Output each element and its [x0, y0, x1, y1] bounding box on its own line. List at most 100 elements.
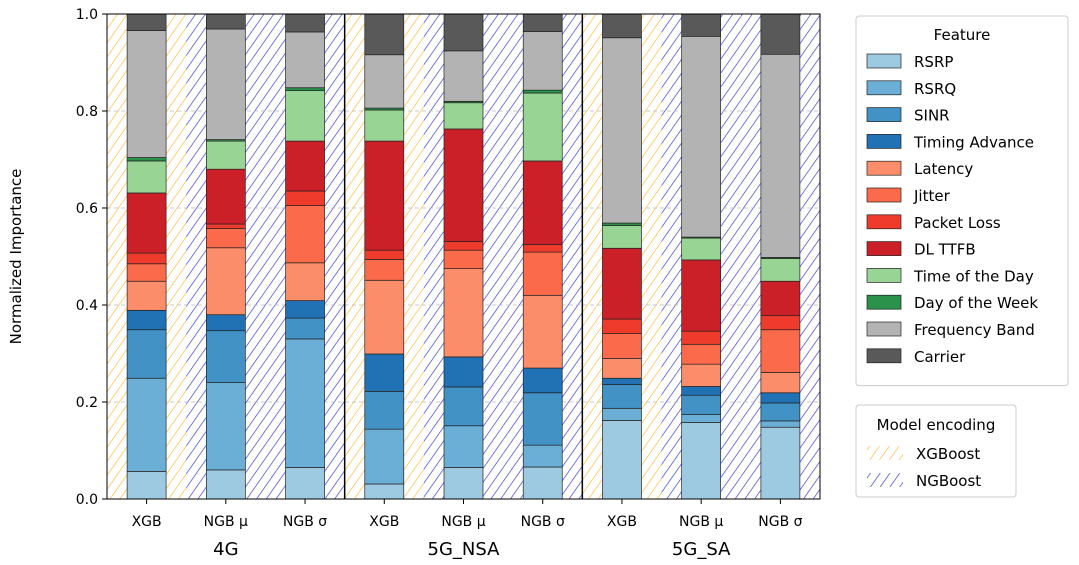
legend-model-items: XGBoost NGBoost: [867, 445, 981, 490]
x-tick-label-8: NGB σ: [758, 514, 802, 530]
y-axis-label: Normalized Importance: [7, 169, 25, 345]
bar-segment-8-packet-loss: [760, 315, 801, 331]
bar-segment-5-frequency-band: [522, 31, 563, 91]
bar-segment-3-sinr: [364, 390, 405, 430]
bar-segment-6-rsrq: [602, 407, 642, 421]
bar-segment-8-dl-ttfb: [760, 280, 801, 317]
bar-segment-2-dl-ttfb: [285, 140, 325, 192]
bar-segment-7-timing-advance: [681, 386, 722, 396]
bar-segment-3-time-of-the-day: [364, 109, 405, 142]
legend-swatch-rsrp: [866, 53, 902, 69]
legend-label-rsrq: RSRQ: [914, 80, 956, 98]
bar-segment-4-packet-loss: [443, 241, 484, 251]
bar-segment-3-jitter: [364, 259, 405, 281]
bar-segment-3-packet-loss: [364, 249, 405, 260]
bar-segment-0-day-of-the-week: [126, 157, 167, 162]
bar-segment-3-carrier: [364, 13, 405, 56]
bar-segment-1-timing-advance: [205, 314, 246, 332]
bar-segment-3-timing-advance: [364, 353, 405, 392]
y-tick-label-1: 0.2: [76, 395, 98, 411]
bar-segment-6-timing-advance: [602, 377, 642, 385]
bar-segment-1-packet-loss: [205, 223, 246, 229]
bar-segment-1-sinr: [205, 330, 246, 383]
bar-segment-2-sinr: [285, 317, 325, 340]
bar-segment-6-sinr: [602, 384, 642, 409]
bar-segment-3-dl-ttfb: [364, 140, 405, 251]
bar-segment-5-timing-advance: [522, 367, 563, 394]
x-tick-label-4: NGB μ: [441, 514, 485, 530]
bar-segment-2-jitter: [285, 205, 325, 264]
bar-segment-5-time-of-the-day: [522, 92, 563, 162]
bar-segment-1-carrier: [205, 13, 246, 30]
bar-segment-2-rsrp: [285, 467, 325, 500]
bar-segment-8-sinr: [760, 402, 801, 422]
bar-segment-1-rsrp: [205, 469, 246, 500]
bar-segment-5-dl-ttfb: [522, 160, 563, 245]
bar-segment-0-frequency-band: [126, 30, 167, 158]
legend-label-ngboost: NGBoost: [916, 472, 981, 490]
x-tick-label-2: NGB σ: [283, 514, 327, 530]
legend-label-sinr: SINR: [914, 107, 950, 125]
legend-swatch-packet-loss: [866, 214, 902, 230]
bar-segment-4-frequency-band: [443, 50, 484, 102]
group-label-1: 5G_NSA: [428, 539, 501, 560]
bar-segment-8-time-of-the-day: [760, 258, 801, 282]
bar-segment-5-rsrp: [522, 466, 563, 500]
bar-segment-6-rsrp: [602, 420, 642, 500]
legend-swatch-rsrq: [866, 80, 902, 96]
bar-segment-0-sinr: [126, 329, 167, 379]
bar-segment-6-dl-ttfb: [602, 247, 642, 320]
bar-segment-6-day-of-the-week: [602, 222, 642, 226]
legend-feature: Feature RSRP RSRQ SINR Timing Advance Latenc…: [855, 15, 1069, 387]
group-separator-layer: [343, 14, 584, 499]
bar-segment-4-latency: [443, 268, 484, 358]
bar-segment-5-jitter: [522, 251, 563, 296]
legend-swatch-latency: [866, 160, 902, 176]
bar-segment-0-rsrp: [126, 471, 167, 500]
legend-label-timing-advance: Timing Advance: [913, 133, 1034, 151]
x-tick-label-0: XGB: [132, 514, 162, 530]
bar-segment-4-rsrp: [443, 467, 484, 500]
bar-segment-4-carrier: [443, 13, 484, 52]
bar-segment-2-latency: [285, 262, 325, 301]
bar-segment-8-rsrq: [760, 420, 801, 428]
legend-label-latency: Latency: [914, 160, 973, 178]
legend-label-time-of-the-day: Time of the Day: [913, 267, 1034, 285]
bar-segment-2-carrier: [285, 13, 325, 33]
x-tick-label-3: XGB: [369, 514, 399, 530]
bar-segment-8-carrier: [760, 13, 801, 55]
legend-label-jitter: Jitter: [913, 187, 951, 205]
x-tick-label-1: NGB μ: [204, 514, 248, 530]
bar-segment-0-timing-advance: [126, 309, 167, 331]
bar-segment-8-jitter: [760, 329, 801, 373]
legend-label-xgboost: XGBoost: [916, 445, 980, 463]
x-tick-label-5: NGB σ: [521, 514, 565, 530]
bar-segment-0-dl-ttfb: [126, 192, 167, 254]
bar-segment-2-day-of-the-week: [285, 87, 325, 91]
bar-segment-5-carrier: [522, 13, 563, 32]
bar-segment-8-rsrp: [760, 426, 801, 500]
bar-segment-5-packet-loss: [522, 244, 563, 253]
legend-swatch-timing-advance: [866, 134, 902, 149]
bar-segment-0-packet-loss: [126, 252, 167, 265]
bar-segment-2-packet-loss: [285, 190, 325, 206]
bar-segment-7-rsrq: [681, 414, 722, 423]
bar-segment-2-timing-advance: [285, 300, 325, 319]
y-tick-label-3: 0.6: [76, 201, 98, 217]
bar-segment-8-timing-advance: [760, 392, 801, 404]
bar-segment-7-carrier: [681, 13, 722, 37]
legend-swatch-sinr: [866, 107, 902, 122]
bar-segment-0-rsrq: [126, 377, 167, 472]
legend-label-rsrp: RSRP: [914, 53, 953, 71]
bar-layer: [126, 13, 801, 500]
bar-segment-6-latency: [602, 358, 642, 379]
y-tick-label-5: 1.0: [76, 7, 98, 23]
legend-model: Model encoding XGBoost NGBoost: [855, 404, 1017, 498]
bar-segment-2-rsrq: [285, 338, 325, 468]
legend-swatch-dl-ttfb: [866, 241, 902, 256]
bar-segment-0-latency: [126, 280, 167, 311]
bar-segment-8-latency: [760, 372, 801, 394]
y-tick-label-4: 0.8: [76, 104, 98, 120]
bar-segment-7-packet-loss: [681, 330, 722, 345]
bar-segment-3-rsrq: [364, 428, 405, 485]
